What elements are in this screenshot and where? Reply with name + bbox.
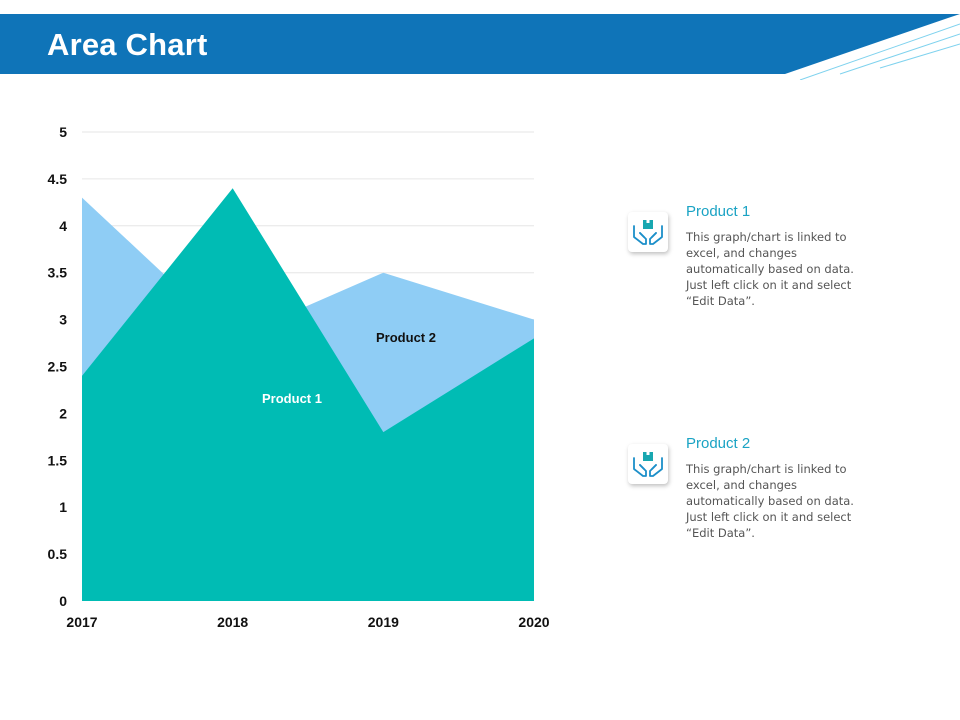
x-axis-ticks: 2017 2018 2019 2020 (66, 614, 549, 630)
legend-title: Product 1 (686, 203, 751, 220)
legend-icon-box (628, 444, 668, 484)
header-decor-line (799, 23, 960, 80)
y-tick-label: 4 (59, 218, 67, 234)
page-title: Area Chart (47, 27, 208, 62)
legend-description: This graph/chart is linked to excel, and… (686, 462, 854, 540)
y-tick-label: 2.5 (48, 359, 68, 375)
legend-description: This graph/chart is linked to excel, and… (686, 230, 854, 308)
y-tick-label: 3 (59, 312, 67, 328)
area-chart: 0 0.5 1 1.5 2 2.5 3 3.5 4 4.5 5 2017 2018 2019 2020 P… (48, 124, 550, 630)
x-tick-label: 2018 (217, 614, 248, 630)
x-tick-label: 2019 (368, 614, 399, 630)
header-band-fill (0, 14, 960, 74)
y-tick-label: 5 (59, 124, 67, 140)
header-decor-line (839, 33, 960, 75)
y-axis-ticks: 0 0.5 1 1.5 2 2.5 3 3.5 4 4.5 5 (48, 124, 68, 609)
area-series-product-1 (82, 188, 534, 601)
header-decor-line (879, 43, 960, 69)
hands-holding-box-icon (633, 452, 663, 477)
x-tick-label: 2017 (66, 614, 97, 630)
y-tick-label: 1 (59, 499, 67, 515)
header-band (0, 14, 960, 80)
y-tick-label: 2 (59, 405, 67, 421)
chart-areas (82, 188, 534, 601)
y-tick-label: 4.5 (48, 171, 68, 187)
area-label-product-1: Product 1 (262, 391, 322, 406)
area-label-product-2: Product 2 (376, 330, 436, 345)
legend-title: Product 2 (686, 435, 751, 452)
y-tick-label: 3.5 (48, 265, 68, 281)
hands-holding-box-icon (633, 220, 663, 245)
x-tick-label: 2020 (518, 614, 549, 630)
y-tick-label: 0 (59, 593, 67, 609)
y-tick-label: 1.5 (48, 452, 68, 468)
y-tick-label: 0.5 (48, 546, 68, 562)
legend-icon-box (628, 212, 668, 252)
